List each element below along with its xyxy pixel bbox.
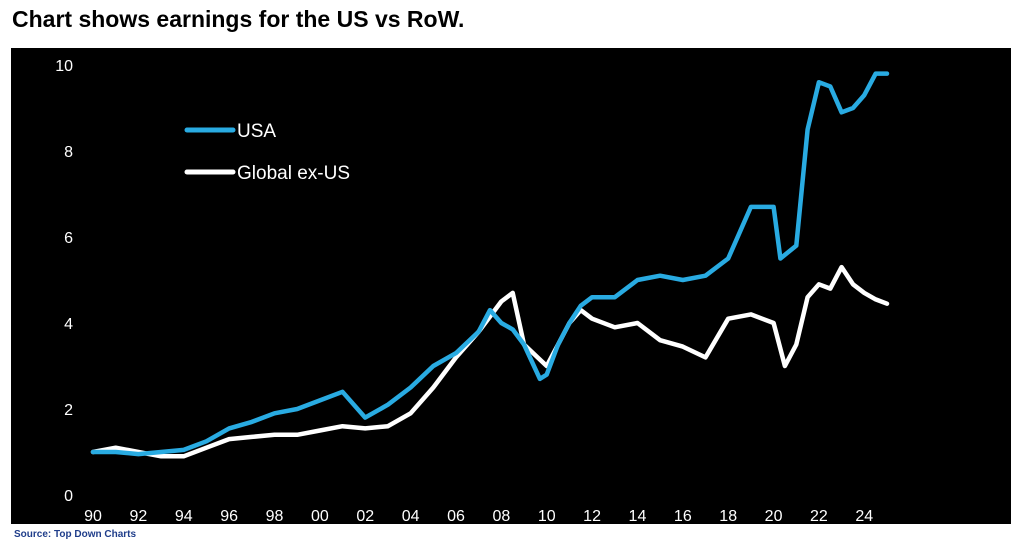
y-tick-label: 10	[55, 58, 73, 75]
chart-panel: 0 2 4 6 8 10 90 92 94 96 98 00 02 04 06 08 10 12 14 16 18 20…	[11, 48, 1011, 525]
x-tick-label: 00	[311, 508, 329, 524]
series-line-global-ex-us	[90, 264, 890, 459]
x-tick-label: 14	[629, 508, 647, 524]
x-tick-label: 08	[492, 508, 510, 524]
legend-label: Global ex-US	[237, 163, 350, 184]
x-tick-label: 92	[129, 508, 147, 524]
legend: USA Global ex-US	[184, 121, 350, 184]
series-line-usa	[90, 71, 890, 457]
y-tick-label: 8	[64, 144, 73, 161]
x-tick-label: 24	[855, 508, 873, 524]
x-tick-label: 20	[765, 508, 783, 524]
legend-label: USA	[237, 121, 276, 142]
x-tick-label: 12	[583, 508, 601, 524]
y-tick-label: 2	[64, 402, 73, 419]
x-tick-label: 02	[356, 508, 374, 524]
y-tick-label: 6	[64, 230, 73, 247]
x-tick-label: 96	[220, 508, 238, 524]
x-tick-label: 10	[538, 508, 556, 524]
y-axis-ticks: 0 2 4 6 8 10	[55, 58, 73, 505]
page-title: Chart shows earnings for the US vs RoW.	[12, 6, 465, 32]
x-tick-label: 06	[447, 508, 465, 524]
x-tick-label: 18	[719, 508, 737, 524]
x-tick-label: 22	[810, 508, 828, 524]
x-tick-label: 98	[266, 508, 284, 524]
y-tick-label: 4	[64, 316, 73, 333]
source-note: Source: Top Down Charts	[14, 529, 137, 540]
x-tick-label: 94	[175, 508, 193, 524]
x-tick-label: 04	[402, 508, 420, 524]
series-lines	[90, 71, 890, 459]
x-axis-ticks: 90 92 94 96 98 00 02 04 06 08 10 12 14 16 18 20 22 24	[84, 508, 873, 525]
y-tick-label: 0	[64, 488, 73, 505]
x-tick-label: 16	[674, 508, 692, 524]
x-tick-label: 90	[84, 508, 102, 524]
